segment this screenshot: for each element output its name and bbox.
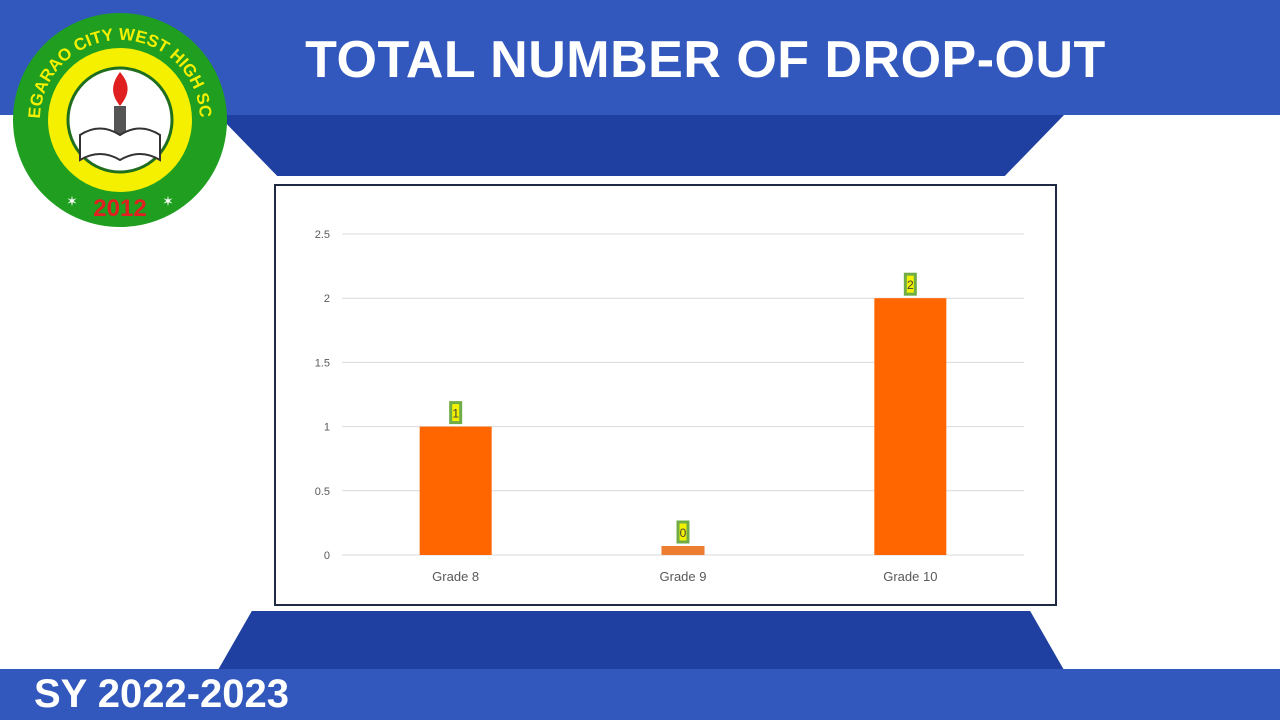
school-logo: TUGUEGARAO CITY WEST HIGH SCHOOL 2012 ✶ …: [10, 10, 227, 227]
chart-frame: 0 0.5 1 1.5 2 2.5 1 Grade 8 0 Grade 9 2 Grade 10: [274, 184, 1057, 606]
x-category-label: Grade 8: [432, 569, 479, 584]
y-tick-label: 0: [324, 550, 330, 562]
bar-grade-10: [874, 298, 947, 555]
data-label-box: [449, 401, 463, 425]
page-title: TOTAL NUMBER OF DROP-OUT: [305, 31, 1106, 89]
data-label: 0: [680, 526, 687, 540]
data-label-box: [903, 272, 917, 296]
book-icon: [79, 127, 161, 162]
bar-grade-8: [419, 426, 492, 555]
torch-flame-icon: [113, 72, 128, 106]
footer-trapezoid: [218, 611, 1064, 670]
y-tick-label: 0.5: [315, 486, 330, 498]
data-label: 1: [452, 407, 459, 421]
bar-grade-9: [661, 546, 705, 555]
logo-star-left-icon: ✶: [66, 193, 78, 209]
y-tick-label: 2.5: [315, 229, 330, 241]
data-label-box: [676, 520, 690, 544]
footer-band: [0, 669, 1280, 720]
y-tick-label: 1: [324, 422, 330, 434]
school-year-label: SY 2022-2023: [34, 672, 290, 716]
x-category-label: Grade 9: [660, 569, 707, 584]
y-tick-label: 2: [324, 293, 330, 305]
header-trapezoid: [218, 115, 1064, 176]
y-tick-label: 1.5: [315, 357, 330, 369]
dropout-bar-chart: 0 0.5 1 1.5 2 2.5 1 Grade 8 0 Grade 9 2 Grade 10: [315, 229, 1024, 584]
data-label: 2: [907, 278, 914, 292]
logo-star-right-icon: ✶: [162, 193, 174, 209]
logo-year: 2012: [93, 195, 146, 222]
x-category-label: Grade 10: [883, 569, 937, 584]
